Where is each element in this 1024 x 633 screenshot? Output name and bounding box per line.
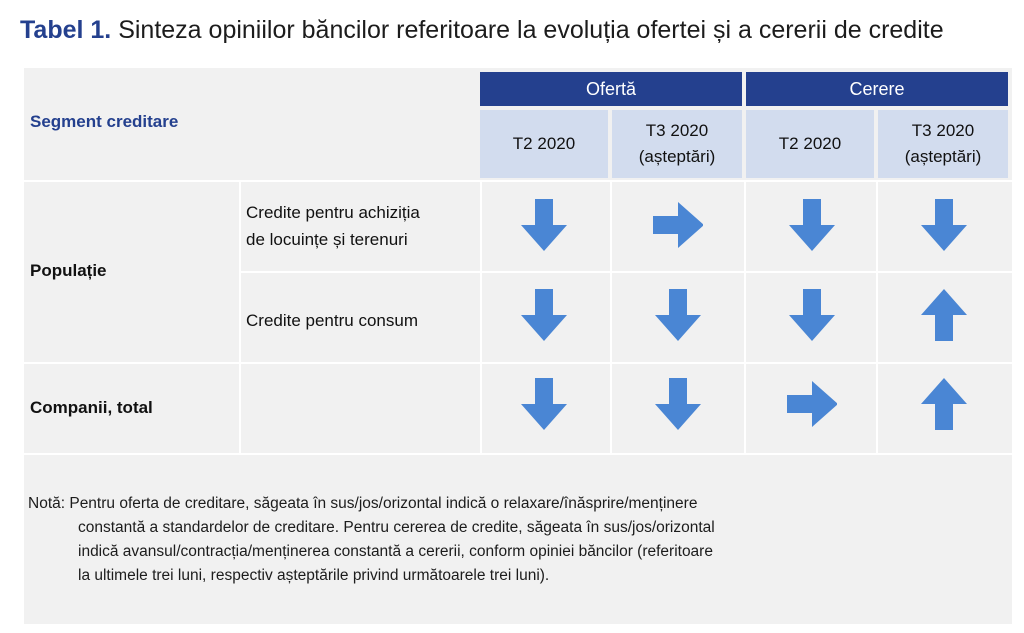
row-divider <box>240 271 1012 273</box>
row-divider <box>24 362 1012 364</box>
cerere-t2-header: T2 2020 <box>746 110 874 178</box>
table-note: Notă: Pentru oferta de creditare, săgeat… <box>28 495 715 584</box>
arrow-down-icon <box>521 199 567 251</box>
arrow-down-icon <box>789 199 835 251</box>
column-divider <box>744 180 746 453</box>
arrow-cell <box>752 374 872 434</box>
row-divider <box>24 453 1012 455</box>
arrow-right-icon <box>653 202 703 248</box>
arrow-cell <box>884 285 1004 345</box>
oferta-group-header: Ofertă <box>480 72 742 106</box>
cerere-t3-header: T3 2020 (așteptări) <box>878 110 1008 178</box>
oferta-t2-header: T2 2020 <box>480 110 608 178</box>
column-divider <box>610 180 612 453</box>
arrow-cell <box>484 285 604 345</box>
column-divider <box>876 180 878 453</box>
column-divider <box>239 180 241 453</box>
arrow-down-icon <box>921 199 967 251</box>
arrow-cell <box>618 195 738 255</box>
row-label-credite-consum: Credite pentru consum <box>246 311 418 330</box>
arrow-cell <box>618 285 738 345</box>
arrow-down-icon <box>521 378 567 430</box>
arrow-up-icon <box>921 378 967 430</box>
row-label-companii: Companii, total <box>30 398 153 417</box>
table-title: Tabel 1. Sinteza opiniilor băncilor refe… <box>20 16 944 45</box>
arrow-cell <box>484 195 604 255</box>
arrow-down-icon <box>655 378 701 430</box>
segment-header: Segment creditare <box>30 112 179 131</box>
arrow-right-icon <box>787 381 837 427</box>
oferta-t3-header: T3 2020 (așteptări) <box>612 110 742 178</box>
arrow-cell <box>884 374 1004 434</box>
arrow-up-icon <box>921 289 967 341</box>
row-label-populatie: Populație <box>30 261 107 280</box>
row-divider <box>24 180 1012 182</box>
column-divider <box>480 180 482 453</box>
row-label-credite-locuinte: Credite pentru achiziția de locuințe și … <box>246 203 420 249</box>
arrow-cell <box>484 374 604 434</box>
arrow-down-icon <box>789 289 835 341</box>
arrow-cell <box>752 195 872 255</box>
arrow-cell <box>752 285 872 345</box>
arrow-down-icon <box>521 289 567 341</box>
arrow-cell <box>884 195 1004 255</box>
cerere-group-header: Cerere <box>746 72 1008 106</box>
table-caption: Sinteza opiniilor băncilor referitoare l… <box>118 16 944 44</box>
arrow-down-icon <box>655 289 701 341</box>
arrow-cell <box>618 374 738 434</box>
table-number: Tabel 1. <box>20 16 112 44</box>
